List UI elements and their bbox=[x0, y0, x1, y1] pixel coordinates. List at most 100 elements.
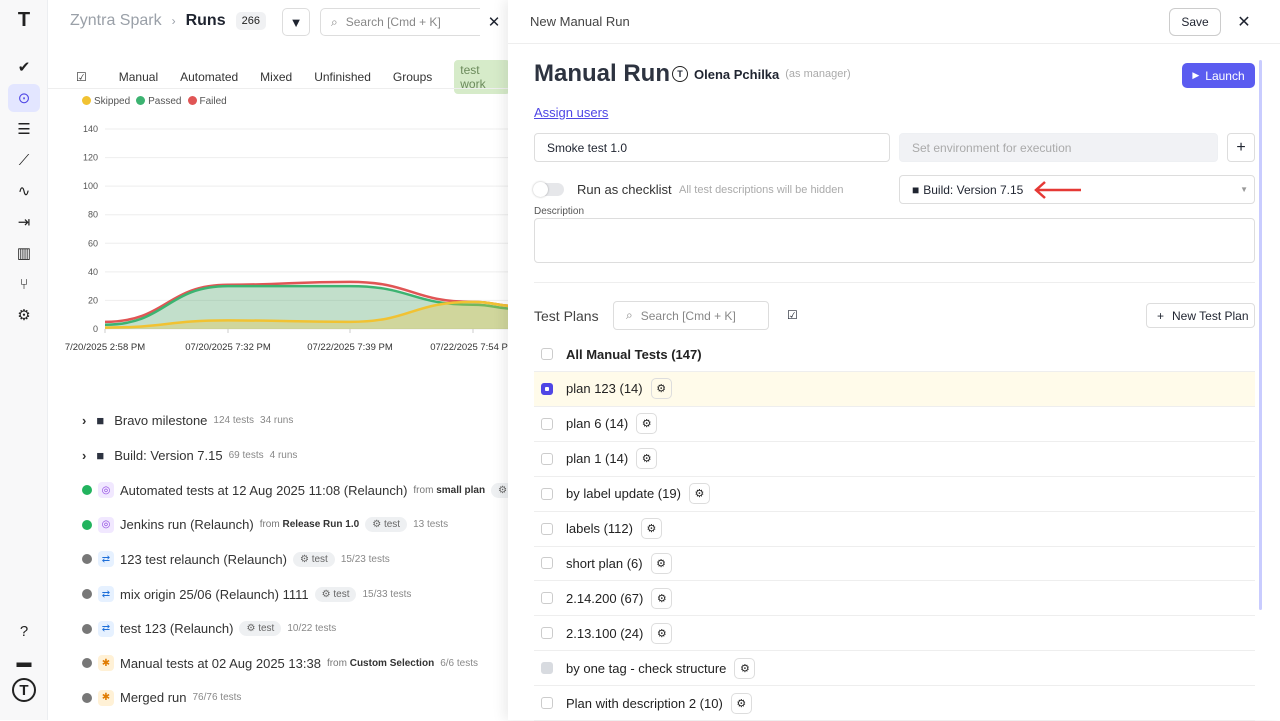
legend-failed[interactable]: Failed bbox=[188, 96, 227, 107]
legend-skipped[interactable]: Skipped bbox=[82, 96, 130, 107]
test-plan-checkbox[interactable] bbox=[541, 348, 553, 360]
run-row[interactable]: ✱ Manual tests at 02 Aug 2025 13:38 from… bbox=[82, 655, 478, 672]
test-plan-row[interactable]: 2.13.100 (24) ⚙ bbox=[534, 616, 1255, 652]
run-source: from Release Run 1.0 bbox=[259, 519, 360, 531]
sidebar-item-folder[interactable]: ▬ bbox=[8, 648, 40, 676]
legend-passed[interactable]: Passed bbox=[136, 96, 181, 107]
test-plan-row[interactable]: plan 123 (14) ⚙ bbox=[534, 371, 1255, 407]
run-as-checklist-toggle[interactable] bbox=[533, 182, 564, 197]
test-plan-row[interactable]: plan 1 (14) ⚙ bbox=[534, 442, 1255, 477]
run-row[interactable]: ⇄ 123 test relaunch (Relaunch) ⚙ test 15… bbox=[82, 551, 390, 568]
test-plan-row[interactable]: labels (112) ⚙ bbox=[534, 512, 1255, 547]
select-all-icon[interactable]: ☑ bbox=[787, 308, 798, 322]
test-plan-checkbox[interactable] bbox=[541, 662, 553, 675]
test-plan-checkbox[interactable] bbox=[541, 627, 553, 640]
close-search-button[interactable]: ✕ bbox=[480, 8, 508, 36]
environment-input[interactable]: Set environment for execution bbox=[899, 133, 1218, 162]
test-plan-row[interactable]: Plan with description 2 (10) ⚙ bbox=[534, 686, 1255, 721]
run-row[interactable]: ⇄ mix origin 25/06 (Relaunch) 1111 ⚙ tes… bbox=[82, 586, 411, 602]
plan-settings-button[interactable]: ⚙ bbox=[650, 552, 672, 574]
area-passed bbox=[105, 286, 510, 329]
run-title-input[interactable]: Smoke test 1.0 bbox=[534, 133, 890, 162]
search-input[interactable]: ⌕ Search [Cmd + K] bbox=[320, 8, 490, 36]
description-textarea[interactable] bbox=[534, 218, 1255, 263]
plan-settings-button[interactable]: ⚙ bbox=[734, 657, 756, 679]
filter-button[interactable]: ▼ bbox=[282, 8, 310, 36]
run-row[interactable]: ✱ Merged run 76/76 tests bbox=[82, 689, 241, 706]
tab-mixed[interactable]: Mixed bbox=[260, 70, 293, 84]
sidebar-item-check[interactable]: ✔ bbox=[8, 53, 40, 81]
chevron-right-icon[interactable]: › bbox=[82, 413, 87, 428]
plan-settings-button[interactable]: ⚙ bbox=[636, 448, 658, 470]
chevron-right-icon[interactable]: › bbox=[82, 447, 87, 463]
play-icon: ▶ bbox=[1192, 70, 1200, 80]
milestone-row[interactable]: › ■ Build: Version 7.15 69 tests 4 runs bbox=[82, 448, 297, 463]
gear-icon: ⚙ bbox=[641, 418, 652, 431]
run-row[interactable]: ◎ Automated tests at 12 Aug 2025 11:08 (… bbox=[82, 482, 510, 499]
plan-settings-button[interactable]: ⚙ bbox=[640, 518, 662, 539]
test-plan-checkbox[interactable] bbox=[541, 592, 553, 605]
test-plan-checkbox[interactable] bbox=[541, 487, 553, 500]
tab-groups[interactable]: Groups bbox=[392, 70, 433, 84]
sidebar-item-help[interactable]: ? bbox=[8, 617, 40, 645]
test-plan-row[interactable]: plan 6 (14) ⚙ bbox=[534, 407, 1255, 442]
milestone-row[interactable]: › ■ Bravo milestone 124 tests 34 runs bbox=[82, 413, 293, 428]
plus-icon: + bbox=[1157, 308, 1165, 323]
test-plans-search-input[interactable]: ⌕ Search [Cmd + K] bbox=[613, 301, 769, 330]
test-plan-label: labels (112) bbox=[566, 521, 633, 536]
milestone-select[interactable]: ■ Build: Version 7.15 ▼ bbox=[899, 175, 1255, 204]
plan-settings-button[interactable]: ⚙ bbox=[651, 622, 673, 644]
launch-button[interactable]: ▶ Launch bbox=[1182, 63, 1255, 88]
test-plan-checkbox[interactable] bbox=[541, 557, 553, 570]
run-row[interactable]: ⇄ test 123 (Relaunch) ⚙ test 10/22 tests bbox=[82, 620, 336, 637]
passed-status-icon bbox=[82, 519, 92, 530]
launch-label: Launch bbox=[1205, 68, 1245, 83]
check-icon: ✔ bbox=[17, 59, 31, 76]
sidebar-item-pulse[interactable]: ∿ bbox=[8, 177, 40, 205]
play-circle-icon: ⊙ bbox=[17, 90, 31, 107]
tab-unfinished[interactable]: Unfinished bbox=[314, 70, 371, 84]
add-environment-button[interactable]: + bbox=[1227, 133, 1255, 162]
sidebar-item-report[interactable]: ▥ bbox=[8, 239, 40, 267]
x-tick-label: 07/20/2025 7:32 PM bbox=[185, 342, 271, 353]
runs-count-badge: 266 bbox=[235, 12, 266, 30]
tab-automated[interactable]: Automated bbox=[180, 70, 239, 84]
test-plan-row[interactable]: by label update (19) ⚙ bbox=[534, 477, 1255, 512]
test-plan-row[interactable]: by one tag - check structure ⚙ bbox=[534, 651, 1255, 687]
sidebar-item-checklist[interactable]: ☰ bbox=[8, 115, 40, 143]
sidebar-item-play-circle[interactable]: ⊙ bbox=[8, 84, 40, 112]
test-plan-checkbox[interactable] bbox=[541, 382, 553, 395]
test-plan-row[interactable]: All Manual Tests (147) bbox=[534, 337, 1255, 372]
sidebar-item-profile[interactable]: T bbox=[12, 678, 36, 702]
gear-icon: ⚙ bbox=[656, 627, 667, 640]
panel-scrollbar[interactable] bbox=[1259, 60, 1262, 610]
run-tabs: ☑ Manual Automated Mixed Unfinished Grou… bbox=[76, 60, 510, 94]
milestone-value: Build: Version 7.15 bbox=[923, 182, 1024, 197]
run-row[interactable]: ◎ Jenkins run (Relaunch) from Release Ru… bbox=[82, 516, 448, 533]
test-plan-checkbox[interactable] bbox=[541, 697, 553, 709]
test-plan-checkbox[interactable] bbox=[541, 452, 553, 465]
logo[interactable]: T bbox=[17, 8, 31, 31]
sidebar-item-import[interactable]: ⇥ bbox=[8, 208, 40, 236]
test-plan-checkbox[interactable] bbox=[541, 522, 553, 535]
test-plan-checkbox[interactable] bbox=[541, 417, 553, 430]
import-icon: ⇥ bbox=[17, 214, 31, 231]
run-title: Automated tests at 12 Aug 2025 11:08 (Re… bbox=[120, 482, 408, 498]
save-button[interactable]: Save bbox=[1169, 8, 1221, 36]
sidebar-item-steps[interactable]: ⟋ bbox=[8, 146, 40, 174]
sidebar-item-branch[interactable]: ⑂ bbox=[8, 270, 40, 298]
close-panel-button[interactable]: ✕ bbox=[1234, 8, 1254, 36]
assign-users-link[interactable]: Assign users bbox=[534, 105, 609, 120]
plan-settings-button[interactable]: ⚙ bbox=[636, 413, 658, 435]
breadcrumb-project[interactable]: Zyntra Spark bbox=[70, 12, 162, 29]
test-plan-row[interactable]: 2.14.200 (67) ⚙ bbox=[534, 581, 1255, 617]
tab-manual[interactable]: Manual bbox=[118, 70, 159, 84]
plan-settings-button[interactable]: ⚙ bbox=[651, 587, 673, 609]
select-multiple-icon[interactable]: ☑ bbox=[76, 70, 87, 84]
test-plan-row[interactable]: short plan (6) ⚙ bbox=[534, 546, 1255, 582]
sidebar-item-gear[interactable]: ⚙ bbox=[8, 301, 40, 329]
new-test-plan-button[interactable]: + New Test Plan bbox=[1146, 303, 1255, 328]
plan-settings-button[interactable]: ⚙ bbox=[650, 378, 672, 400]
plan-settings-button[interactable]: ⚙ bbox=[730, 692, 752, 714]
plan-settings-button[interactable]: ⚙ bbox=[688, 483, 710, 505]
